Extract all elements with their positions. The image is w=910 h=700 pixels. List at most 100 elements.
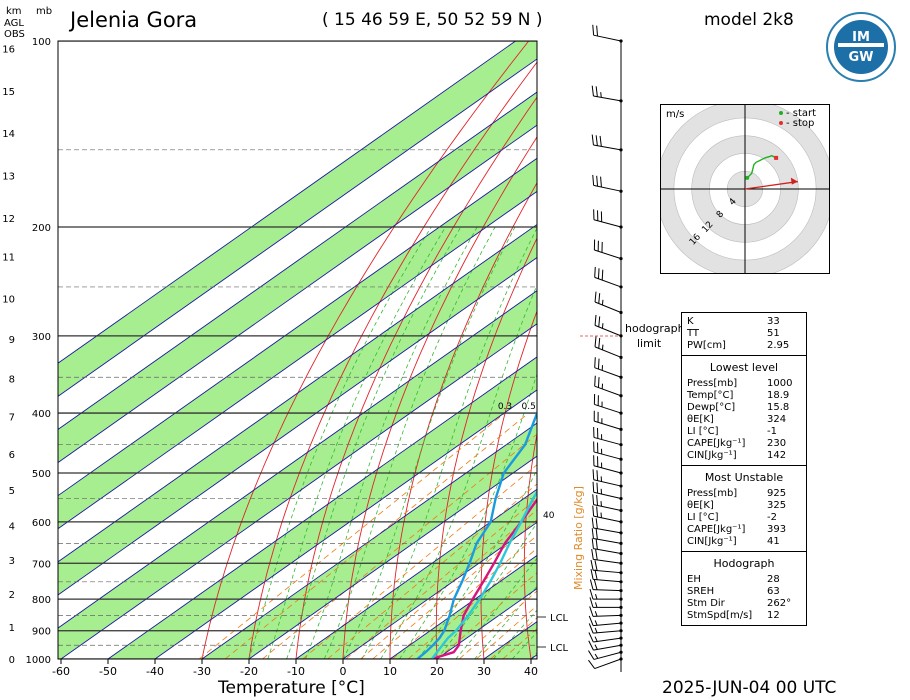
wind-barb	[592, 505, 623, 524]
wind-barb-feather	[592, 469, 595, 480]
wind-barb-staff	[593, 651, 622, 660]
index-key: Dewp[°C]	[687, 402, 736, 413]
km-tick-label: 6	[9, 450, 15, 461]
hodograph-unit: m/s	[666, 109, 685, 120]
index-row: Press[mb] 925	[682, 488, 806, 500]
agl-label: AGL	[4, 18, 24, 29]
wind-barb	[592, 174, 623, 193]
wind-barb-staff	[593, 504, 622, 511]
index-key: CAPE[Jkg⁻¹]	[687, 438, 746, 449]
wind-barb-feather	[590, 559, 594, 571]
wind-barb-staff	[593, 95, 622, 102]
wind-barb	[592, 494, 623, 513]
wind-barb-staff	[593, 578, 622, 583]
index-row: Press[mb] 1000	[682, 378, 806, 390]
wind-barb	[588, 657, 623, 670]
wind-barb-half-feather	[594, 627, 598, 633]
wind-barb-feather	[600, 176, 602, 188]
wind-barb-feather	[592, 481, 595, 493]
mixing-ratio-line	[407, 547, 537, 659]
isotherm	[342, 521, 537, 659]
wind-barb-feather	[594, 291, 597, 303]
wind-barb-feather	[591, 85, 594, 97]
index-value: 925	[767, 488, 787, 499]
hodograph-legend: - start - stop	[779, 109, 816, 129]
index-row: K 33	[682, 316, 806, 328]
index-key: LI [°C]	[687, 426, 719, 437]
index-row: Stm Dir 262°	[682, 598, 806, 610]
wind-barb	[590, 559, 623, 575]
wind-barb-feather	[592, 174, 595, 186]
index-value: 324	[767, 414, 787, 425]
pressure-tick-label: 1000	[26, 655, 51, 666]
wind-barb-feather	[594, 314, 597, 326]
index-value: 33	[767, 316, 780, 327]
wind-barb-feather	[591, 134, 594, 146]
wind-barb	[594, 266, 623, 289]
wind-barb	[593, 426, 623, 447]
index-row: CAPE[Jkg⁻¹] 230	[682, 438, 806, 450]
wind-barb-staff	[593, 644, 622, 651]
index-row: CIN[Jkg⁻¹] 142	[682, 450, 806, 462]
wind-barb-feather	[597, 268, 600, 279]
wind-barb-feather	[591, 528, 594, 539]
index-key: SREH	[687, 586, 715, 597]
index-value: -2	[767, 512, 777, 523]
wind-barb-staff	[594, 403, 622, 414]
index-key: Stm Dir	[687, 598, 725, 609]
dewpoint-profile	[416, 410, 537, 659]
wind-barb	[588, 640, 623, 651]
wind-barb-staff	[594, 249, 622, 260]
index-key: StmSpd[m/s]	[687, 610, 753, 621]
km-tick-label: 16	[2, 45, 15, 56]
section-title: Lowest level	[709, 361, 779, 374]
x-tick-label: 0	[340, 665, 347, 678]
wind-barb-feather	[590, 569, 594, 580]
index-row: StmSpd[m/s] 12	[682, 610, 806, 622]
wind-barb-feather	[589, 597, 594, 608]
index-row: CAPE[Jkg⁻¹] 393	[682, 524, 806, 536]
km-tick-label: 10	[2, 294, 15, 305]
x-tick-label: 20	[430, 665, 444, 678]
model-label: model 2k8	[704, 10, 794, 30]
wind-barb-staff	[593, 538, 622, 544]
isotherm	[389, 554, 537, 659]
wind-barb-feather	[591, 538, 594, 549]
isotherm	[58, 190, 537, 530]
plot-area	[58, 41, 537, 659]
wind-barb-staff	[592, 589, 622, 592]
wind-barb-feather	[588, 615, 594, 626]
wind-barb-staff	[593, 184, 622, 192]
wind-barb	[594, 336, 623, 359]
lcl-label: LCL	[550, 613, 569, 624]
wind-barb-feather	[592, 505, 595, 517]
index-row: Temp[°C] 18.9	[682, 390, 806, 402]
km-tick-label: 7	[9, 413, 15, 424]
hodograph-ring-label: 4	[728, 197, 739, 208]
wind-barb-staff	[593, 527, 622, 534]
storm-motion-arrowhead	[790, 177, 798, 185]
wind-barb-base	[619, 551, 623, 556]
wind-barb-staff	[593, 558, 622, 564]
indices-lowest-section: Lowest level Press[mb] 1000 Temp[°C] 18.9 …	[682, 356, 806, 466]
mixing-ratio-line	[392, 534, 537, 659]
mixing-ratio-line	[458, 590, 537, 659]
wind-barb	[593, 441, 623, 461]
pressure-tick-label: 900	[32, 627, 51, 638]
km-tick-label: 11	[2, 253, 15, 264]
km-tick-label: 15	[2, 87, 15, 98]
moist-adiabat	[361, 227, 537, 659]
km-tick-label: 14	[2, 129, 15, 140]
wind-barb-staff	[594, 324, 622, 337]
obs-label: OBS	[4, 29, 25, 40]
wind-barb-feather	[593, 579, 598, 590]
wind-barb-feather	[595, 528, 598, 540]
legend-stop: - stop	[786, 118, 815, 129]
date-label: 2025-JUN-04 00 UTC	[662, 678, 837, 698]
wind-barb-staff	[594, 658, 622, 670]
wind-barb-feather	[595, 538, 598, 550]
index-key: Temp[°C]	[687, 390, 734, 401]
moist-adiabat	[455, 557, 537, 659]
wind-barb	[594, 291, 623, 315]
wind-barb-half-feather	[594, 611, 598, 617]
